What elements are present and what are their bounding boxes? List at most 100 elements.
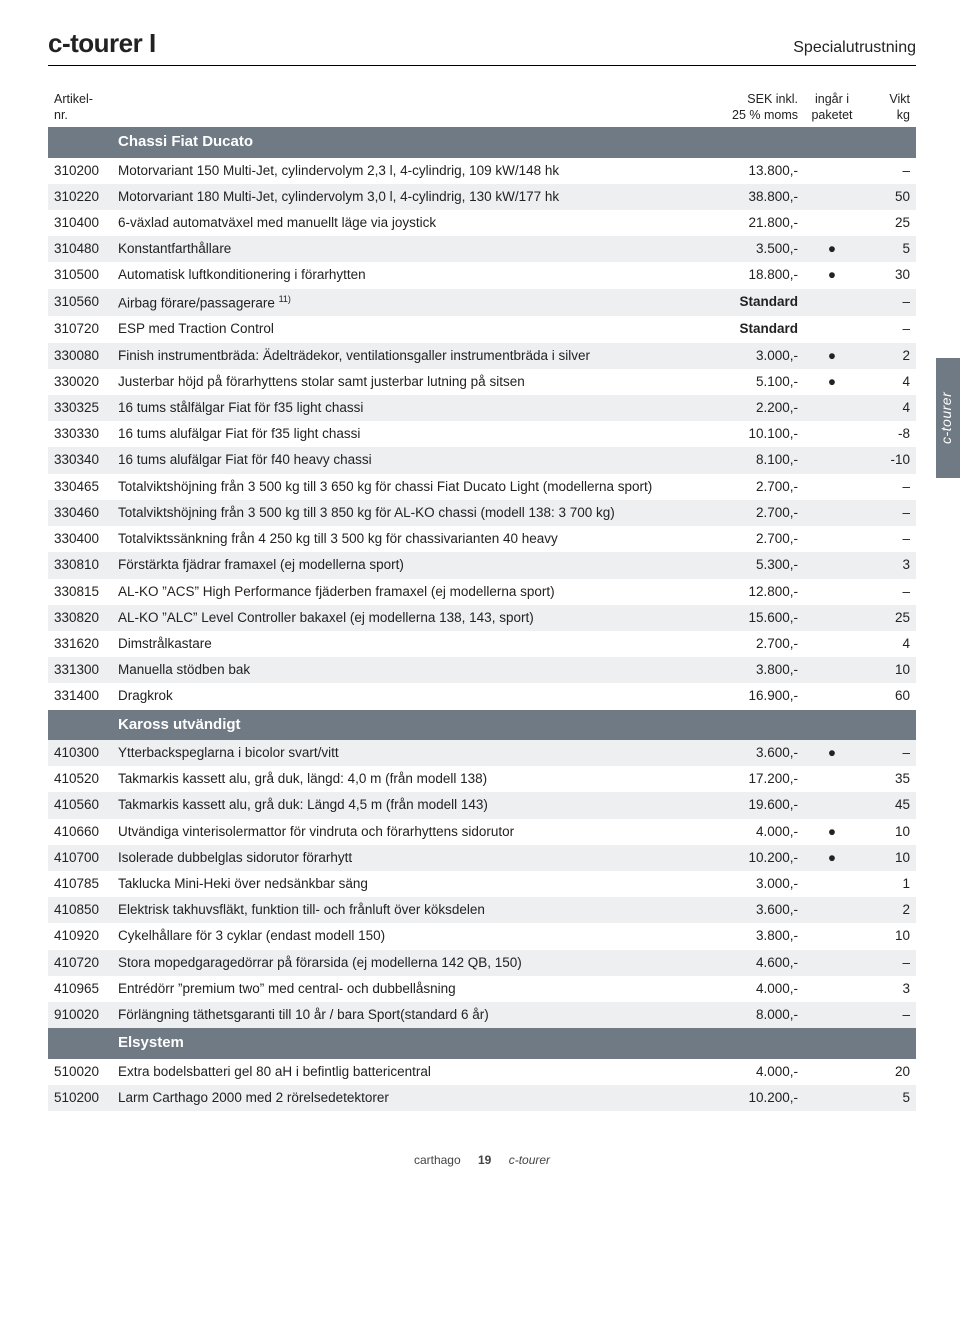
cell-weight: 10	[860, 819, 916, 845]
cell-price: 10.200,-	[714, 845, 804, 871]
cell-weight: 10	[860, 657, 916, 683]
table-row: 410520Takmarkis kassett alu, grå duk, lä…	[48, 766, 916, 792]
cell-in-package	[804, 1059, 860, 1085]
col-header-desc	[112, 92, 714, 127]
cell-in-package	[804, 474, 860, 500]
table-row: 310560Airbag förare/passagerare 11)Stand…	[48, 289, 916, 317]
cell-weight: 2	[860, 343, 916, 369]
cell-in-package: ●	[804, 369, 860, 395]
cell-in-package: ●	[804, 845, 860, 871]
table-row: 331620Dimstrålkastare2.700,-4	[48, 631, 916, 657]
cell-weight: 60	[860, 683, 916, 709]
cell-weight: -10	[860, 447, 916, 473]
table-row: 331400Dragkrok16.900,-60	[48, 683, 916, 709]
table-row: 410785Taklucka Mini-Heki över nedsänkbar…	[48, 871, 916, 897]
table-row: 310480Konstantfarthållare3.500,-●5	[48, 236, 916, 262]
page-footer: carthago 19 c-tourer	[48, 1153, 916, 1167]
cell-article-id: 330080	[48, 343, 112, 369]
cell-weight: 1	[860, 871, 916, 897]
cell-price: 17.200,-	[714, 766, 804, 792]
cell-in-package: ●	[804, 343, 860, 369]
cell-weight: 50	[860, 184, 916, 210]
table-row: 310500Automatisk luftkonditionering i fö…	[48, 262, 916, 288]
cell-in-package	[804, 552, 860, 578]
cell-in-package	[804, 395, 860, 421]
cell-price: Standard	[714, 289, 804, 317]
table-row: 410300Ytterbackspeglarna i bicolor svart…	[48, 740, 916, 766]
cell-description: Elektrisk takhuvsfläkt, funktion till- o…	[112, 897, 714, 923]
table-body: Chassi Fiat Ducato310200Motorvariant 150…	[48, 127, 916, 1111]
cell-description: 16 tums alufälgar Fiat för f40 heavy cha…	[112, 447, 714, 473]
cell-description: Konstantfarthållare	[112, 236, 714, 262]
cell-description: Isolerade dubbelglas sidorutor förarhytt	[112, 845, 714, 871]
cell-article-id: 410920	[48, 923, 112, 949]
cell-weight: 10	[860, 923, 916, 949]
table-row: 310720ESP med Traction ControlStandard–	[48, 316, 916, 342]
cell-price: 3.800,-	[714, 923, 804, 949]
cell-description: Dimstrålkastare	[112, 631, 714, 657]
cell-weight: 25	[860, 605, 916, 631]
cell-article-id: 410520	[48, 766, 112, 792]
cell-price: 10.200,-	[714, 1085, 804, 1111]
table-row: 33034016 tums alufälgar Fiat för f40 hea…	[48, 447, 916, 473]
table-row: 330815AL-KO ”ACS” High Performance fjäde…	[48, 579, 916, 605]
cell-price: 5.300,-	[714, 552, 804, 578]
cell-in-package	[804, 897, 860, 923]
cell-description: Totalviktshöjning från 3 500 kg till 3 6…	[112, 474, 714, 500]
cell-description: Stora mopedgaragedörrar på förarsida (ej…	[112, 950, 714, 976]
table-row: 330465Totalviktshöjning från 3 500 kg ti…	[48, 474, 916, 500]
cell-in-package	[804, 1002, 860, 1028]
cell-in-package	[804, 657, 860, 683]
cell-article-id: 310480	[48, 236, 112, 262]
cell-price: 2.700,-	[714, 500, 804, 526]
cell-article-id: 330340	[48, 447, 112, 473]
cell-weight: 4	[860, 395, 916, 421]
cell-article-id: 310200	[48, 158, 112, 184]
cell-price: Standard	[714, 316, 804, 342]
cell-in-package	[804, 579, 860, 605]
cell-article-id: 330020	[48, 369, 112, 395]
footer-model: c-tourer	[509, 1153, 550, 1167]
cell-in-package	[804, 421, 860, 447]
table-row: 330080Finish instrumentbräda: Ädelträdek…	[48, 343, 916, 369]
cell-article-id: 330330	[48, 421, 112, 447]
page-title-left: c-tourer I	[48, 28, 156, 59]
cell-article-id: 331620	[48, 631, 112, 657]
cell-price: 8.100,-	[714, 447, 804, 473]
cell-price: 13.800,-	[714, 158, 804, 184]
section-title: Kaross utvändigt	[112, 710, 714, 740]
cell-in-package: ●	[804, 740, 860, 766]
cell-description: Totalviktssänkning från 4 250 kg till 3 …	[112, 526, 714, 552]
cell-description: AL-KO ”ALC” Level Controller bakaxel (ej…	[112, 605, 714, 631]
cell-price: 2.200,-	[714, 395, 804, 421]
cell-description: Motorvariant 150 Multi-Jet, cylindervoly…	[112, 158, 714, 184]
table-row: 331300Manuella stödben bak3.800,-10	[48, 657, 916, 683]
cell-in-package	[804, 631, 860, 657]
cell-price: 8.000,-	[714, 1002, 804, 1028]
cell-description: 16 tums stålfälgar Fiat för f35 light ch…	[112, 395, 714, 421]
cell-price: 18.800,-	[714, 262, 804, 288]
cell-in-package	[804, 184, 860, 210]
side-tab: c-tourer	[936, 358, 960, 478]
cell-in-package	[804, 871, 860, 897]
cell-description: Totalviktshöjning från 3 500 kg till 3 8…	[112, 500, 714, 526]
cell-in-package	[804, 210, 860, 236]
table-row: 410560Takmarkis kassett alu, grå duk: Lä…	[48, 792, 916, 818]
cell-article-id: 310720	[48, 316, 112, 342]
cell-article-id: 330325	[48, 395, 112, 421]
cell-description: Airbag förare/passagerare 11)	[112, 289, 714, 317]
footer-brand: carthago	[414, 1153, 461, 1167]
cell-weight: -8	[860, 421, 916, 447]
cell-description: Taklucka Mini-Heki över nedsänkbar säng	[112, 871, 714, 897]
table-row: 330460Totalviktshöjning från 3 500 kg ti…	[48, 500, 916, 526]
section-header: Elsystem	[48, 1028, 916, 1058]
cell-in-package	[804, 158, 860, 184]
section-title: Chassi Fiat Ducato	[112, 127, 714, 157]
table-row: 33033016 tums alufälgar Fiat för f35 lig…	[48, 421, 916, 447]
cell-price: 38.800,-	[714, 184, 804, 210]
table-row: 310220Motorvariant 180 Multi-Jet, cylind…	[48, 184, 916, 210]
cell-price: 16.900,-	[714, 683, 804, 709]
cell-description: Larm Carthago 2000 med 2 rörelsedetektor…	[112, 1085, 714, 1111]
cell-description: 6-växlad automatväxel med manuellt läge …	[112, 210, 714, 236]
cell-description: Dragkrok	[112, 683, 714, 709]
